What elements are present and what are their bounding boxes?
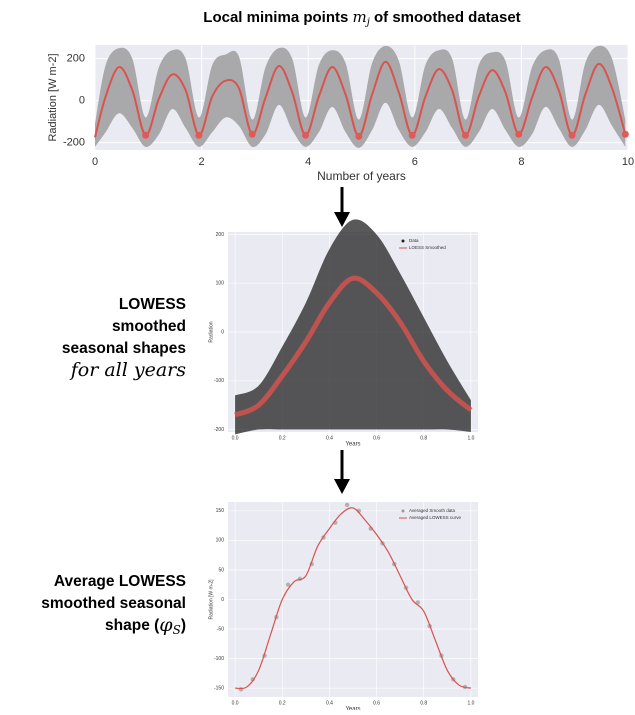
x-tick-label: 0.8 <box>420 435 427 441</box>
caption-line: smoothed seasonal <box>41 595 186 612</box>
minimum-point <box>355 132 363 140</box>
caption-line: Average LOWESS <box>54 573 186 590</box>
y-tick-label: -100 <box>214 656 224 662</box>
y-tick-label: -150 <box>214 685 224 691</box>
caption-part: S <box>173 623 181 637</box>
legend-marker <box>401 239 405 243</box>
data-point <box>285 582 291 587</box>
chart-title: Local minima points mj of smoothed datas… <box>203 8 520 28</box>
y-tick-label: 0 <box>221 329 224 335</box>
y-tick-label: -50 <box>217 626 224 632</box>
y-tick-label: 0 <box>221 597 224 603</box>
y-tick-label: 150 <box>216 508 225 514</box>
x-axis-label: Years <box>345 442 360 448</box>
y-axis-label: Radiation [W m-2] <box>47 53 59 141</box>
y-tick-label: 200 <box>67 53 85 65</box>
legend-label: Averaged Smooth data <box>409 508 455 513</box>
y-tick-label: 200 <box>216 232 225 238</box>
x-tick-label: 0.4 <box>326 700 333 706</box>
caption-part: φ <box>159 614 173 636</box>
x-tick-label: 0.2 <box>279 700 286 706</box>
caption-part: ) <box>181 617 186 634</box>
caption-part: for all years <box>69 359 187 381</box>
x-tick-label: 0.6 <box>373 435 380 441</box>
y-tick-label: 50 <box>218 567 224 573</box>
x-axis-label: Years <box>345 707 360 710</box>
minimum-point <box>248 130 256 138</box>
caption-line: LOWESS <box>119 296 186 313</box>
caption-part: seasonal shapes <box>62 340 186 357</box>
y-axis-label: Radiation <box>208 321 214 342</box>
minimum-point <box>408 131 416 139</box>
y-tick-label: 0 <box>79 95 85 107</box>
legend-marker <box>401 509 405 513</box>
minimum-point <box>195 131 203 139</box>
minimum-point <box>621 130 629 138</box>
legend-label: Data <box>409 238 419 243</box>
x-tick-label: 0.8 <box>420 700 427 706</box>
x-tick-label: 2 <box>199 156 205 168</box>
data-point <box>344 502 350 508</box>
arrow <box>334 187 350 227</box>
caption-part: shape ( <box>105 617 160 634</box>
caption-line: smoothed <box>112 318 186 335</box>
minimum-point <box>568 131 576 139</box>
x-tick-label: 0.0 <box>232 700 239 706</box>
caption-line: shape (φS) <box>105 614 186 637</box>
x-tick-label: 0.6 <box>373 700 380 706</box>
data-band <box>95 45 626 148</box>
caption-part: LOWESS <box>119 296 186 313</box>
title-part: m <box>352 8 366 26</box>
data-point <box>238 687 244 692</box>
caption-line: for all years <box>69 359 187 381</box>
legend-label: Averaged LOWESS curve <box>409 515 461 520</box>
x-tick-label: 8 <box>518 156 524 168</box>
arrow <box>334 450 350 494</box>
x-tick-label: 6 <box>412 156 418 168</box>
x-tick-label: 0 <box>92 156 98 168</box>
minimum-point <box>302 131 310 139</box>
caption-part: smoothed seasonal <box>41 595 186 612</box>
minimum-point <box>515 130 523 138</box>
smoothed-line <box>234 275 473 418</box>
x-tick-label: 4 <box>305 156 311 168</box>
caption-part: Average LOWESS <box>54 573 186 590</box>
caption-line: seasonal shapes <box>62 340 186 357</box>
y-tick-label: 100 <box>216 281 225 287</box>
x-tick-label: 0.0 <box>232 435 239 441</box>
x-tick-label: 0.2 <box>279 435 286 441</box>
y-tick-label: -200 <box>214 427 224 433</box>
title-part: j <box>365 17 370 28</box>
y-tick-label: -200 <box>63 137 85 149</box>
x-tick-label: 1.0 <box>467 435 474 441</box>
minimum-point <box>142 131 150 139</box>
x-tick-label: 1.0 <box>467 700 474 706</box>
smoothed-line <box>235 507 472 690</box>
caption-part: smoothed <box>112 318 186 335</box>
y-tick-label: 100 <box>216 538 225 544</box>
legend-label: LOESS Smoothed <box>409 245 446 250</box>
x-axis-label: Number of years <box>317 169 406 183</box>
title-part: Local minima points <box>203 9 352 26</box>
minimum-point <box>461 131 469 139</box>
data-band <box>235 219 471 435</box>
y-axis-label: Radiation [W m-2] <box>208 579 214 620</box>
x-tick-label: 0.4 <box>326 435 333 441</box>
x-tick-label: 10 <box>622 156 634 168</box>
y-tick-label: -100 <box>214 378 224 384</box>
title-part: of smoothed dataset <box>370 9 521 26</box>
